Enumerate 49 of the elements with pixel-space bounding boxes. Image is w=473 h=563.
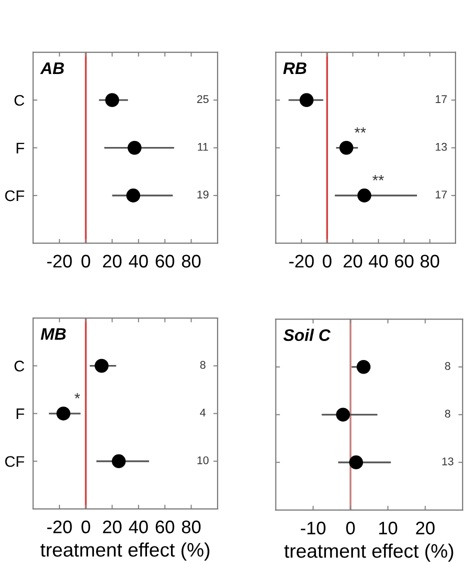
- annotation: 11: [198, 143, 208, 151]
- x-tick-label: -20: [289, 254, 314, 268]
- annotation: 13: [442, 457, 454, 466]
- annotation: **: [354, 127, 366, 133]
- y-tick-label: CF: [5, 456, 24, 467]
- annotation: 8: [445, 410, 450, 418]
- x-tick-label: 10: [379, 522, 398, 534]
- x-tick-label: 40: [128, 254, 148, 268]
- x-tick-label: 60: [156, 254, 174, 268]
- x-tick-label: 80: [182, 520, 201, 534]
- x-tick-label: -10: [300, 522, 326, 534]
- y-tick-label: C: [14, 94, 24, 106]
- x-tick-label: 80: [420, 254, 440, 268]
- y-tick-label: CF: [5, 190, 24, 202]
- annotation: 17: [436, 95, 447, 103]
- x-tick-label: 20: [344, 254, 362, 268]
- y-tick-label: C: [14, 360, 24, 372]
- annotation: 4: [200, 408, 206, 416]
- y-tick-label: F: [16, 142, 24, 154]
- chart-title: Soil C: [283, 328, 331, 342]
- x-tick-label: 20: [416, 522, 435, 534]
- annotation: 8: [200, 360, 206, 369]
- x-tick-label: 20: [103, 520, 122, 534]
- x-tick-label: 0: [82, 520, 90, 534]
- chart-title: AB: [40, 62, 64, 74]
- annotation: 17: [436, 190, 447, 198]
- y-tick-label: F: [16, 408, 24, 420]
- annotation: 10: [197, 456, 209, 464]
- x-tick-label: 60: [156, 520, 174, 534]
- annotation: *: [74, 393, 80, 398]
- chart-title: RB: [283, 62, 306, 74]
- annotation: 13: [436, 142, 447, 151]
- x-tick-label: 80: [182, 254, 201, 268]
- x-tick-label: 40: [128, 520, 148, 534]
- x-tick-label: 20: [103, 254, 122, 268]
- x-tick-label: 0: [346, 522, 355, 534]
- x-tick-label: 0: [82, 254, 90, 268]
- x-tick-label: 60: [395, 254, 414, 268]
- annotation: 19: [197, 190, 208, 198]
- annotation: 8: [445, 362, 450, 370]
- x-tick-label: -20: [47, 520, 72, 534]
- annotation: 25: [197, 95, 209, 104]
- x-axis-title: treatment effect (%): [40, 542, 210, 561]
- x-axis-title: treatment effect (%): [284, 544, 454, 562]
- chart-title: MB: [40, 328, 66, 340]
- x-tick-label: 40: [368, 254, 388, 268]
- x-tick-label: 0: [322, 254, 332, 268]
- annotation: **: [372, 175, 384, 180]
- x-tick-label: -20: [47, 254, 72, 268]
